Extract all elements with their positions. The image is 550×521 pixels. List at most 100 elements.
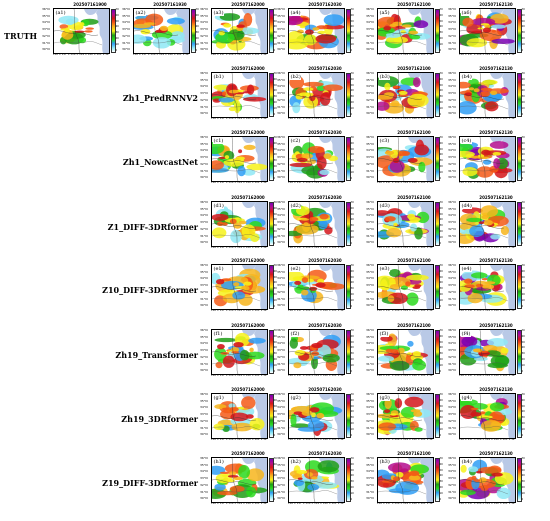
echo-core — [468, 87, 475, 91]
echo-blob — [213, 423, 225, 431]
echo-blob — [246, 468, 265, 482]
colorbar-tick-label: 60 — [273, 13, 277, 17]
province-border — [378, 286, 423, 292]
lat-tick-label: 32°N — [277, 33, 285, 38]
lat-tick-label: 36°N — [200, 71, 208, 75]
province-border — [212, 30, 257, 36]
colorbar-tick-label: 70 — [439, 72, 443, 75]
echo-blob — [215, 31, 235, 44]
lat-tick-label: 31°N — [277, 104, 285, 109]
lat-tick-label: 31°N — [277, 489, 285, 494]
province-border — [460, 94, 505, 100]
latitude-axis: 36°N 35°N 34°N 33°N 32°N 31°N 30°N — [42, 8, 53, 52]
radar-echo-svg — [212, 9, 267, 53]
colorbar-tick-label: 40 — [439, 474, 443, 478]
echo-blob — [468, 466, 479, 473]
map-panel: 202507162030 36°N 35°N 34°N 33°N 32°N 31°N 30°N… — [277, 451, 361, 509]
colorbar-tick-label: 20 — [521, 422, 525, 425]
echo-blob — [468, 78, 479, 86]
latitude-axis: 36°N 35°N 34°N 33°N 32°N 31°N 30°N — [448, 201, 459, 245]
colorbar-tick-label: 20 — [350, 293, 354, 296]
radar-echo-svg — [460, 330, 515, 374]
colorbar-tick-label: 40 — [521, 153, 525, 157]
lat-tick-label: 34°N — [366, 276, 374, 281]
radar-echo-svg — [289, 394, 344, 438]
colorbar-tick-label: 70 — [439, 393, 443, 396]
echo-blob — [462, 167, 478, 177]
echo-core — [85, 27, 94, 30]
echo-blob — [460, 405, 477, 419]
sea-area — [408, 73, 422, 79]
province-border — [231, 458, 239, 502]
lat-tick-label: 32°N — [200, 97, 208, 102]
colorbar-tick-label: 40 — [439, 25, 443, 29]
lat-tick-label: 32°N — [277, 226, 285, 231]
echo-blob — [166, 17, 185, 25]
echo-blob — [246, 163, 267, 171]
province-border — [397, 330, 405, 374]
colorbar-tick-label: 10 — [521, 170, 525, 174]
colorbar-tick-label: 40 — [521, 89, 525, 93]
echo-blob — [303, 81, 324, 87]
lat-tick-label: 32°N — [277, 289, 285, 294]
river-line — [212, 426, 261, 431]
echo-blob — [487, 338, 508, 347]
echo-blob — [413, 20, 429, 29]
colorbar-tick-label: 60 — [521, 334, 525, 338]
panel-label: (a1) — [55, 9, 67, 16]
lat-tick-label: 33°N — [366, 155, 374, 160]
lat-tick-label: 33°N — [277, 155, 285, 160]
lat-tick-label: 32°N — [366, 226, 374, 231]
lat-tick-label: 32°N — [122, 33, 130, 38]
lat-tick-label: 31°N — [277, 40, 285, 45]
radar-map: (h3) — [377, 457, 434, 503]
colorbar-tick-label: 60 — [350, 13, 354, 17]
sea-area — [242, 202, 256, 208]
sea-area — [164, 9, 178, 15]
colorbar-tick-label: 30 — [521, 287, 525, 291]
province-border — [289, 415, 334, 421]
latitude-axis: 36°N 35°N 34°N 33°N 32°N 31°N 30°N — [277, 329, 288, 373]
lat-tick-label: 35°N — [448, 206, 456, 211]
echo-blob — [491, 38, 515, 44]
colorbar-tick-label: 0 — [273, 433, 276, 437]
lat-tick-label: 34°N — [448, 148, 456, 153]
colorbar-tick-label: 30 — [439, 287, 443, 291]
echo-core — [319, 213, 329, 220]
lat-tick-label: 36°N — [277, 200, 285, 204]
panel-timestamp: 202507162000 — [231, 66, 265, 71]
echo-core — [305, 29, 314, 35]
colorbar-tick-label: 20 — [195, 37, 199, 40]
river-line — [378, 234, 427, 239]
panel-timestamp: 202507162100 — [397, 323, 431, 328]
panel-timestamp: 202507162100 — [397, 195, 431, 200]
colorbar-tick-label: 70 — [195, 8, 199, 11]
echo-blob — [218, 97, 235, 103]
lat-tick-label: 32°N — [366, 354, 374, 359]
map-panel: 202507162130 36°N 35°N 34°N 33°N 32°N 31°N 30°N… — [448, 323, 532, 381]
longitude-axis: 116°E 117°E 118°E 119°E 120°E 121°E 122°… — [377, 502, 433, 505]
latitude-axis: 36°N 35°N 34°N 33°N 32°N 31°N 30°N — [366, 136, 377, 180]
colorbar-ticks: 70 60 50 40 30 20 10 0 — [522, 393, 532, 437]
lat-tick-label: 33°N — [200, 412, 208, 417]
lat-tick-label: 30°N — [448, 432, 456, 437]
echo-blob — [249, 418, 265, 431]
colorbar-tick-label: 10 — [439, 298, 443, 302]
longitude-axis: 116°E 117°E 118°E 119°E 120°E 121°E 122°… — [288, 117, 344, 120]
colorbar — [346, 265, 351, 309]
lat-tick-label: 32°N — [448, 161, 456, 166]
lat-tick-label: 35°N — [122, 13, 130, 18]
lat-tick-label: 35°N — [366, 269, 374, 274]
echo-blob — [322, 24, 344, 30]
colorbar-tick-label: 60 — [521, 398, 525, 402]
echo-core — [309, 407, 320, 413]
colorbar-tick-label: 70 — [521, 201, 525, 204]
province-border — [378, 223, 423, 229]
lat-tick-label: 35°N — [200, 398, 208, 403]
radar-map: (h2) — [288, 457, 345, 503]
province-border — [289, 94, 334, 100]
colorbar-tick-label: 60 — [521, 13, 525, 17]
colorbar-tick-label: 70 — [350, 457, 354, 460]
echo-core — [303, 87, 314, 91]
echo-core — [233, 282, 240, 287]
